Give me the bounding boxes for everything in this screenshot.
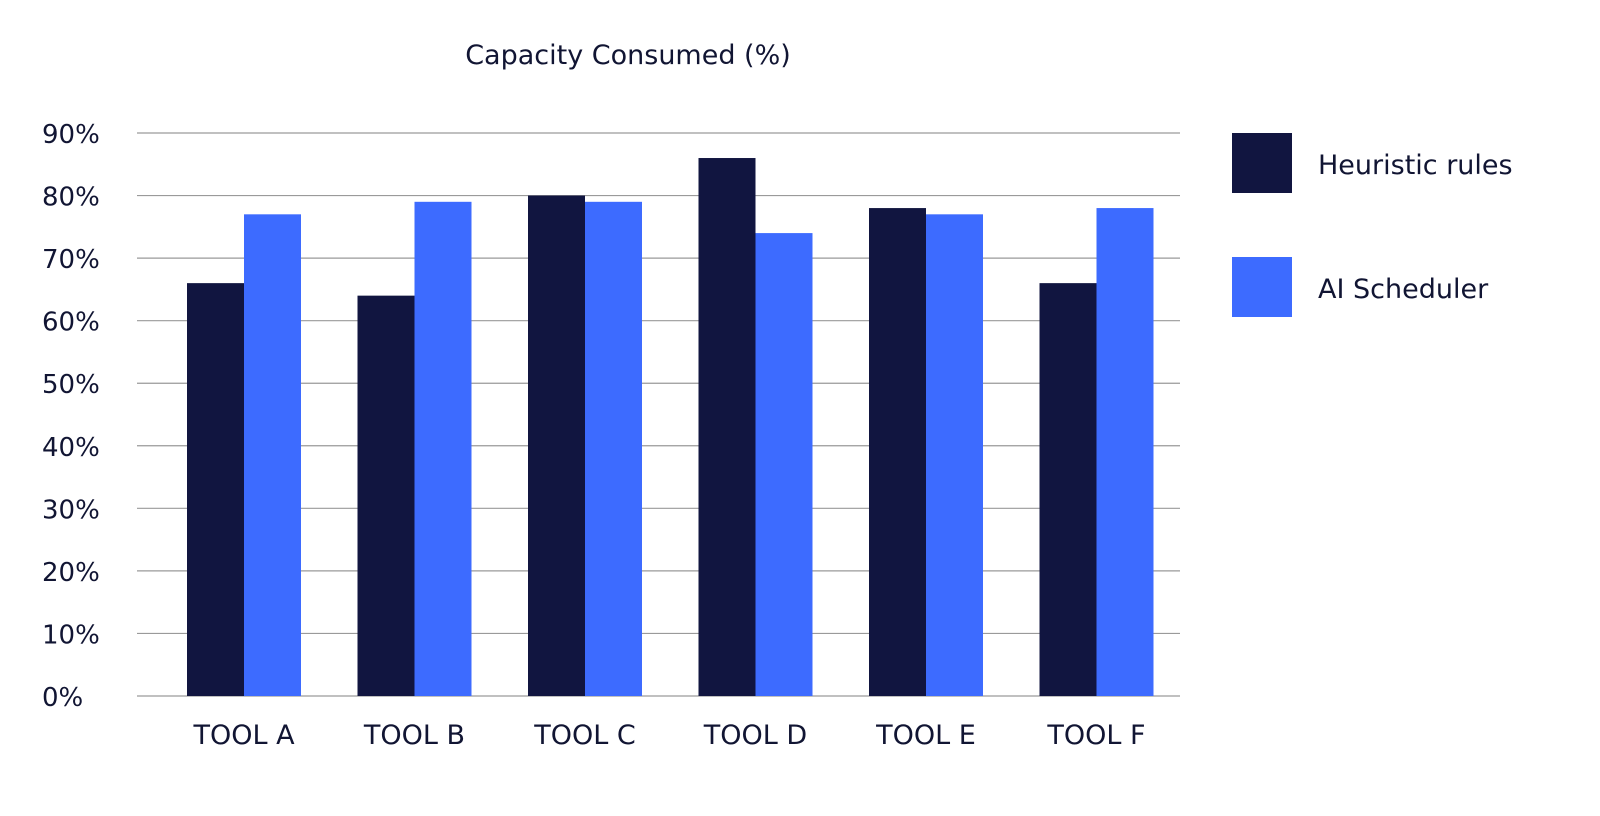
bar-heuristic — [1039, 283, 1097, 696]
x-axis-ticks: TOOL A TOOL B TOOL C TOOL D TOOL E TOOL F — [192, 720, 1145, 751]
x-tick-label: TOOL E — [875, 720, 976, 751]
bar-heuristic — [187, 283, 244, 696]
legend-swatch — [1232, 133, 1292, 193]
y-tick-label: 40% — [42, 433, 100, 463]
y-tick-label: 30% — [42, 495, 100, 525]
y-tick-label: 20% — [42, 558, 100, 588]
y-tick-label: 50% — [42, 370, 100, 400]
bar-heuristic — [357, 295, 415, 696]
x-tick-label: TOOL A — [192, 720, 295, 751]
bar-ai-scheduler — [926, 214, 983, 697]
x-tick-label: TOOL C — [533, 720, 635, 751]
y-tick-label: 70% — [42, 245, 100, 275]
bar-heuristic — [528, 195, 585, 697]
bar-ai-scheduler — [414, 201, 472, 697]
bar-heuristic — [869, 208, 926, 697]
bar-ai-scheduler — [1096, 208, 1154, 697]
y-tick-label: 80% — [42, 183, 100, 213]
bars — [187, 158, 1154, 697]
x-tick-label: TOOL D — [703, 720, 807, 751]
bar-heuristic — [698, 158, 756, 696]
gridlines — [137, 132, 1180, 697]
x-tick-label: TOOL F — [1046, 720, 1145, 751]
bar-ai-scheduler — [755, 233, 813, 697]
legend-label: Heuristic rules — [1318, 150, 1513, 181]
bar-ai-scheduler — [244, 214, 301, 697]
legend-swatch — [1232, 257, 1292, 317]
y-tick-label: 0% — [42, 683, 83, 713]
bar-ai-scheduler — [585, 201, 642, 697]
y-tick-label: 10% — [42, 620, 100, 650]
x-tick-label: TOOL B — [363, 720, 465, 751]
chart-title: Capacity Consumed (%) — [465, 40, 791, 71]
y-tick-label: 60% — [42, 308, 100, 338]
y-tick-label: 90% — [42, 120, 100, 150]
legend: Heuristic rules AI Scheduler — [1232, 133, 1513, 317]
y-axis-ticks: 0% 10% 20% 30% 40% 50% 60% 70% 80% 90% — [42, 120, 100, 713]
legend-label: AI Scheduler — [1318, 274, 1489, 305]
